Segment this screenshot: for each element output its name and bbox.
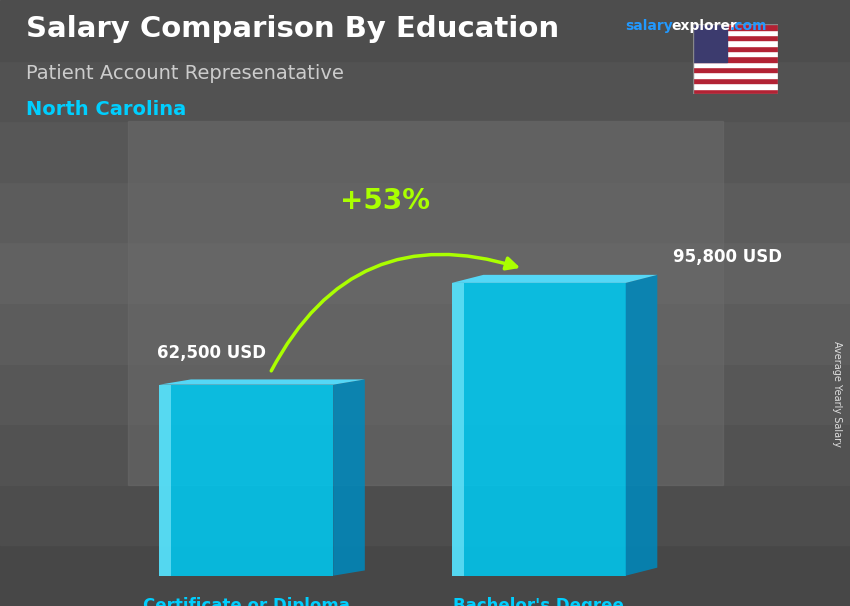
Text: .com: .com [729, 19, 767, 33]
Polygon shape [626, 275, 657, 576]
Text: Patient Account Represenatative: Patient Account Represenatative [26, 64, 343, 82]
Bar [693, 35, 778, 41]
Bar [693, 45, 778, 51]
Bar [0, 61, 850, 121]
Polygon shape [159, 385, 333, 576]
Bar [0, 303, 850, 364]
Bar [0, 424, 850, 485]
Bar [693, 56, 778, 62]
Bar [693, 24, 778, 30]
Bar [693, 51, 778, 56]
FancyArrowPatch shape [271, 255, 517, 371]
Polygon shape [452, 275, 657, 283]
Text: salary: salary [625, 19, 672, 33]
Bar [0, 121, 850, 182]
Bar [0, 0, 850, 61]
Bar [693, 88, 778, 94]
Text: North Carolina: North Carolina [26, 100, 186, 119]
Bar [0, 545, 850, 606]
Bar [693, 41, 778, 45]
Text: Bachelor's Degree: Bachelor's Degree [453, 597, 624, 606]
Bar [693, 30, 778, 35]
Bar [0, 364, 850, 424]
Text: 95,800 USD: 95,800 USD [673, 248, 782, 265]
Bar [0, 242, 850, 303]
Polygon shape [452, 283, 464, 576]
Text: 62,500 USD: 62,500 USD [157, 344, 266, 362]
Bar [0, 485, 850, 545]
Text: +53%: +53% [340, 187, 429, 216]
Bar [128, 121, 722, 485]
Bar [693, 73, 778, 78]
Bar [693, 83, 778, 88]
Text: Average Yearly Salary: Average Yearly Salary [832, 341, 842, 447]
Polygon shape [159, 379, 365, 385]
Text: Salary Comparison By Education: Salary Comparison By Education [26, 15, 558, 43]
Text: Certificate or Diploma: Certificate or Diploma [143, 597, 349, 606]
Bar [693, 62, 778, 67]
Bar [693, 78, 778, 83]
Bar [0, 182, 850, 242]
Polygon shape [333, 379, 365, 576]
Polygon shape [159, 385, 172, 576]
Bar [693, 24, 727, 62]
Polygon shape [452, 283, 626, 576]
Text: explorer: explorer [672, 19, 737, 33]
Bar [693, 67, 778, 73]
